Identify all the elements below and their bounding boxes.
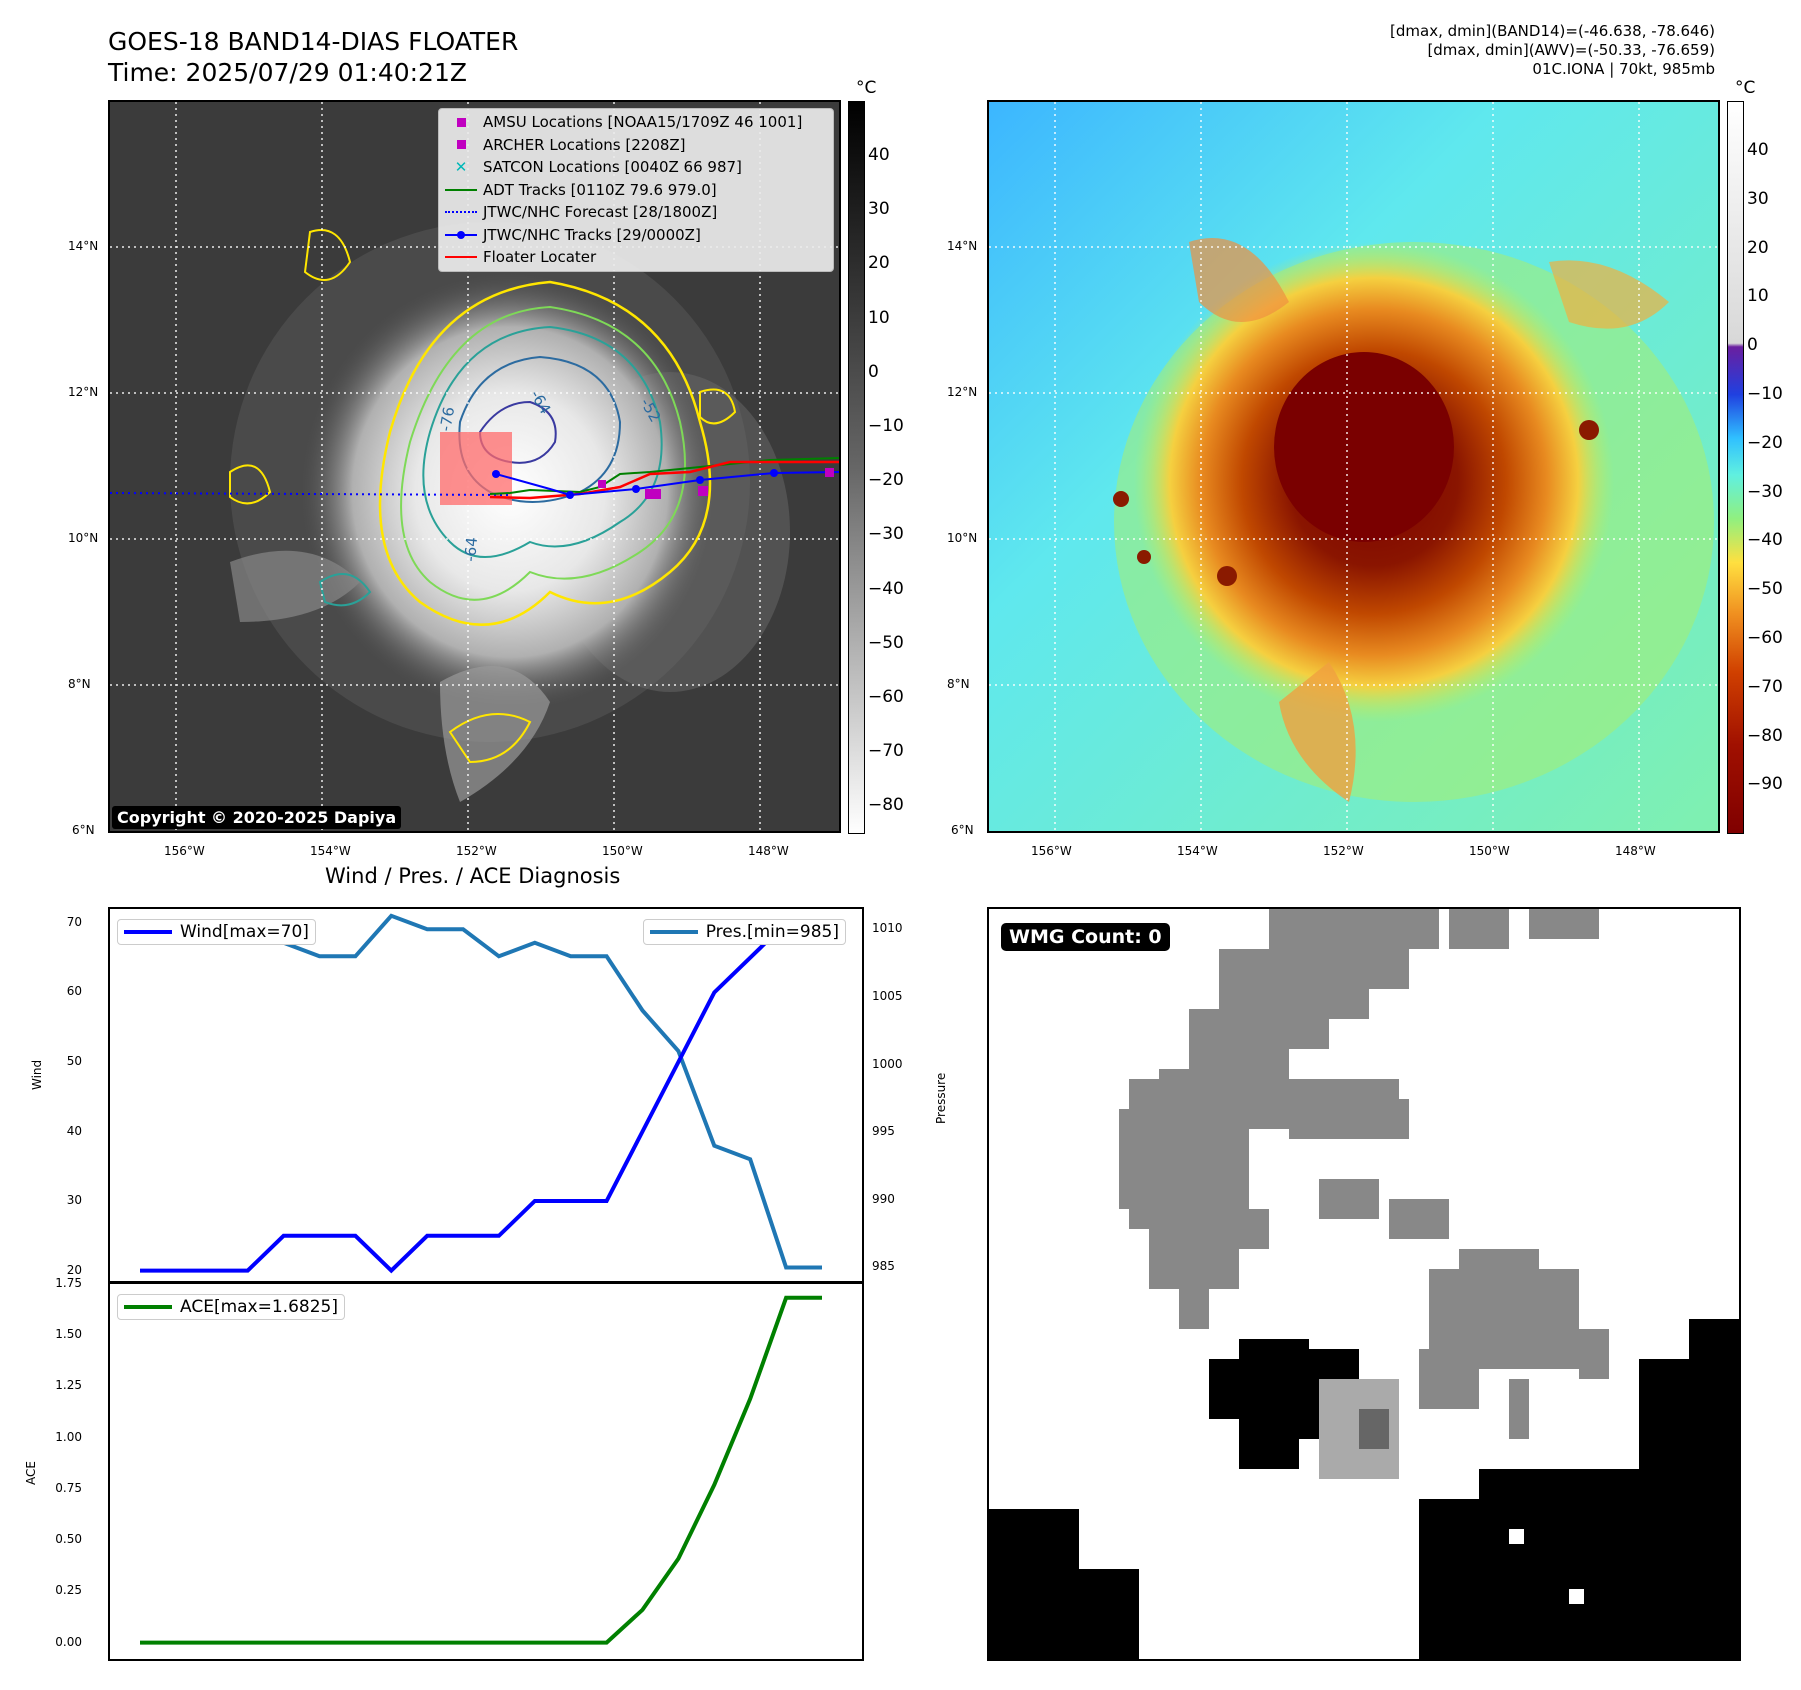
ace-panel: ACE[max=1.6825] [108, 1282, 864, 1661]
pressure-axis-tick: 1000 [872, 1056, 903, 1071]
pressure-axis-tick: 985 [872, 1259, 895, 1274]
enhanced-ir-map-image [989, 102, 1718, 831]
right-colorbar-tick: 30 [1747, 188, 1769, 209]
contour-label: -76 [436, 405, 458, 432]
contour-label: -64 [461, 536, 481, 562]
ace-series-line [140, 1295, 822, 1645]
wmg-count-label: WMG Count: 0 [1001, 923, 1170, 951]
info-line-2: [dmax, dmin](AWV)=(-50.33, -76.659) [1427, 41, 1715, 59]
legend-item-satcon: ✕ SATCON Locations [0040Z 66 987] [454, 158, 742, 177]
left-colorbar-tick: 30 [868, 199, 890, 220]
pressure-line-icon [649, 930, 698, 934]
figure-title: GOES-18 BAND14-DIAS FLOATER Time: 2025/0… [108, 26, 518, 88]
left-colorbar-tick: −70 [868, 741, 904, 762]
ace-legend: ACE[max=1.6825] [117, 1294, 345, 1320]
pressure-series-line [140, 913, 822, 1270]
left-colorbar-tick: −20 [868, 470, 904, 491]
legend-item-adt: ADT Tracks [0110Z 79.6 979.0] [439, 179, 833, 202]
right-colorbar-tick: −50 [1747, 579, 1783, 600]
ace-plot [140, 1295, 822, 1645]
ace-axis-tick: 1.50 [55, 1327, 82, 1342]
right-colorbar-tick: −80 [1747, 725, 1783, 746]
x-marker-icon: ✕ [454, 158, 468, 177]
right-colorbar-tick: −90 [1747, 774, 1783, 795]
right-colorbar-tick: −70 [1747, 676, 1783, 697]
legend-item-floater: Floater Locater [439, 246, 833, 269]
solid-line-icon [445, 188, 477, 191]
line-dot-icon [445, 230, 477, 239]
wind-axis-tick: 70 [66, 914, 82, 929]
square-marker-icon [456, 140, 466, 150]
pressure-axis-tick: 1010 [872, 921, 903, 936]
right-colorbar-tick: −10 [1747, 384, 1783, 404]
left-colorbar-tick: 0 [868, 361, 879, 382]
right-colorbar-tick: −20 [1747, 432, 1783, 453]
ace-axis-tick: 0.50 [55, 1532, 82, 1547]
enhanced-ir-map-panel [987, 100, 1720, 833]
right-colorbar-tick: 40 [1747, 140, 1769, 160]
right-colorbar-tick: 20 [1747, 237, 1769, 258]
left-colorbar-tick: −60 [868, 687, 904, 707]
wmg-panel: WMG Count: 0 [987, 907, 1741, 1661]
pressure-axis-tick: 995 [872, 1124, 895, 1139]
wind-pressure-plot [140, 913, 822, 1274]
dotted-line-icon [445, 211, 477, 214]
left-colorbar-unit: °C [856, 78, 877, 98]
right-colorbar-unit: °C [1735, 78, 1756, 98]
solid-line-icon [445, 256, 477, 259]
wind-line-icon [124, 930, 172, 934]
wind-series-line [140, 920, 822, 1274]
ace-axis-tick: 0.75 [55, 1480, 82, 1495]
diagnosis-title: Wind / Pres. / ACE Diagnosis [325, 864, 621, 888]
wind-pressure-panel: Wind[max=70] Pres.[min=985] [108, 907, 864, 1283]
right-colorbar-tick: −40 [1747, 530, 1783, 551]
wind-axis-tick: 40 [66, 1123, 82, 1138]
right-colorbar [1727, 101, 1744, 834]
map-legend: AMSU Locations [NOAA15/1709Z 46 1001] AR… [438, 108, 834, 272]
ace-axis-tick: 0.00 [55, 1634, 82, 1649]
left-colorbar-tick: 40 [868, 145, 890, 165]
wind-axis-tick: 20 [66, 1262, 82, 1277]
left-colorbar-tick: −50 [868, 632, 904, 653]
storm-info: [dmax, dmin](BAND14)=(-46.638, -78.646) … [1390, 22, 1715, 79]
legend-item-archer: ARCHER Locations [2208Z] [439, 134, 833, 157]
right-colorbar-tick: 10 [1747, 286, 1769, 307]
pressure-legend: Pres.[min=985] [642, 919, 846, 945]
info-line-3: 01C.IONA | 70kt, 985mb [1532, 60, 1715, 78]
wind-legend: Wind[max=70] [117, 919, 316, 945]
title-line-2: Time: 2025/07/29 01:40:21Z [108, 58, 467, 87]
ace-axis-tick: 1.25 [55, 1378, 82, 1393]
ace-line-icon [124, 1305, 172, 1309]
copyright-label: Copyright © 2020-2025 Dapiya [112, 806, 402, 829]
pressure-axis-tick: 990 [872, 1191, 895, 1206]
left-colorbar-tick: −30 [868, 524, 904, 545]
right-colorbar-tick: −30 [1747, 481, 1783, 502]
legend-item-amsu: AMSU Locations [NOAA15/1709Z 46 1001] [439, 111, 833, 134]
pressure-axis-tick: 1005 [872, 988, 903, 1003]
left-colorbar-tick: −40 [868, 578, 904, 599]
ace-axis-tick: 1.75 [55, 1276, 82, 1290]
left-colorbar-tick: −80 [868, 795, 904, 816]
left-colorbar [848, 101, 865, 834]
wmg-classification-image [989, 909, 1739, 1659]
right-colorbar-tick: −60 [1747, 628, 1783, 648]
ir-map-panel: -64 -76 -64 -52 AMSU Locations [NOAA15/1… [108, 100, 841, 833]
ace-axis-tick: 1.00 [55, 1429, 82, 1444]
ace-axis-label: ACE [24, 1461, 38, 1485]
ace-axis-tick: 0.25 [55, 1583, 82, 1598]
title-line-1: GOES-18 BAND14-DIAS FLOATER [108, 27, 519, 56]
pressure-axis-label: Pressure [934, 1072, 948, 1124]
left-colorbar-tick: −10 [868, 416, 904, 436]
legend-item-forecast: JTWC/NHC Forecast [28/1800Z] [439, 201, 833, 224]
left-colorbar-tick: 20 [868, 253, 890, 274]
info-line-1: [dmax, dmin](BAND14)=(-46.638, -78.646) [1390, 22, 1715, 40]
wind-axis-tick: 30 [66, 1193, 82, 1208]
right-colorbar-tick: 0 [1747, 335, 1758, 356]
left-colorbar-tick: 10 [868, 307, 890, 328]
wind-axis-tick: 50 [66, 1053, 82, 1068]
legend-item-tracks: JTWC/NHC Tracks [29/0000Z] [439, 224, 833, 247]
wind-axis-tick: 60 [66, 984, 82, 999]
square-marker-icon [456, 117, 466, 127]
wind-axis-label: Wind [30, 1059, 44, 1090]
